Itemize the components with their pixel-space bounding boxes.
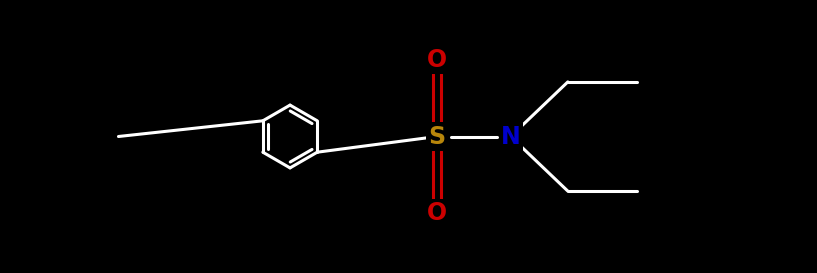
Text: S: S [429,124,445,149]
Text: O: O [427,48,447,72]
Text: N: N [501,124,520,149]
Text: O: O [427,201,447,225]
